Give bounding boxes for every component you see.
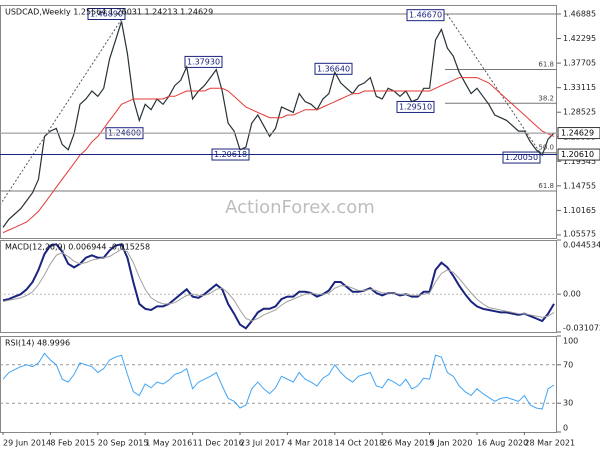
series-line [2, 243, 555, 330]
y-tick-label: 100 [563, 337, 578, 346]
x-tick-label: 14 Oct 2018 [335, 439, 384, 448]
level-label: 1.36640 [317, 64, 350, 73]
y-tick-label: 30 [563, 399, 573, 408]
price-tag: 1.24629 [561, 129, 594, 138]
panel-frame [0, 336, 557, 433]
trend-line [446, 13, 544, 158]
panel-title: MACD(12,26,9) 0.006944 -0.015258 [5, 243, 150, 252]
fib-label: 61.8 [538, 182, 554, 190]
y-tick-label: 1.28525 [563, 108, 596, 117]
price-tag-box [557, 127, 600, 140]
x-tick-label: 8 Feb 2015 [50, 439, 95, 448]
level-box [406, 9, 445, 22]
y-tick-label: 1.46885 [563, 10, 596, 19]
x-tick-label: 1 May 2016 [145, 439, 192, 448]
x-tick-label: 28 Mar 2021 [524, 439, 575, 448]
y-tick-label: 1.19345 [563, 157, 596, 166]
panel-frame [0, 5, 557, 239]
level-box [87, 8, 126, 20]
y-tick-label: 0.044534 [563, 241, 600, 250]
x-tick-label: 26 May 2019 [382, 439, 434, 448]
level-label: 1.46670 [409, 11, 442, 20]
y-tick-label: 1.05575 [563, 230, 596, 239]
y-tick-label: 0.00 [563, 290, 581, 299]
y-tick-label: -0.031072 [563, 324, 600, 333]
price-tag-box [557, 148, 600, 161]
series-line [2, 352, 555, 410]
x-tick-label: 16 Aug 2020 [477, 439, 528, 448]
watermark: ActionForex.com [225, 197, 375, 218]
level-box [184, 55, 223, 68]
series-line [2, 77, 555, 234]
x-tick-label: 4 Mar 2018 [287, 439, 333, 448]
y-tick-label: 1.37705 [563, 59, 596, 68]
y-tick-label: 1.10165 [563, 206, 596, 215]
fib-label: 38.2 [538, 94, 554, 102]
level-box [502, 151, 541, 164]
level-label: 1.37930 [187, 57, 220, 66]
y-tick-label: 1.42295 [563, 34, 596, 43]
fib-label: 61.8 [538, 61, 554, 69]
panel-frame [0, 240, 557, 333]
y-tick-label: 0 [563, 424, 568, 433]
level-label: 1.29510 [399, 102, 432, 111]
level-label: 1.46890 [90, 10, 123, 19]
panel-title: RSI(14) 48.9996 [5, 339, 70, 348]
series-line [2, 248, 555, 322]
x-tick-label: 11 Dec 2016 [193, 439, 244, 448]
level-label: 1.20050 [505, 153, 538, 162]
level-box [396, 100, 435, 113]
panel-title: USDCAD,Weekly 1.25564 1.26031 1.24213 1.… [5, 8, 213, 17]
fib-label: 50.0 [538, 144, 554, 152]
y-tick-label: 1.33115 [563, 83, 596, 92]
x-tick-label: 20 Sep 2015 [98, 439, 149, 448]
x-tick-label: 29 Jun 2014 [3, 439, 51, 448]
x-tick-label: 5 Jan 2020 [430, 439, 473, 448]
y-tick-label: 1.14755 [563, 181, 596, 190]
x-tick-label: 23 Jul 2017 [240, 439, 285, 448]
y-tick-label: 70 [563, 360, 573, 369]
level-box [314, 62, 353, 75]
price-tag: 1.20610 [561, 150, 594, 159]
